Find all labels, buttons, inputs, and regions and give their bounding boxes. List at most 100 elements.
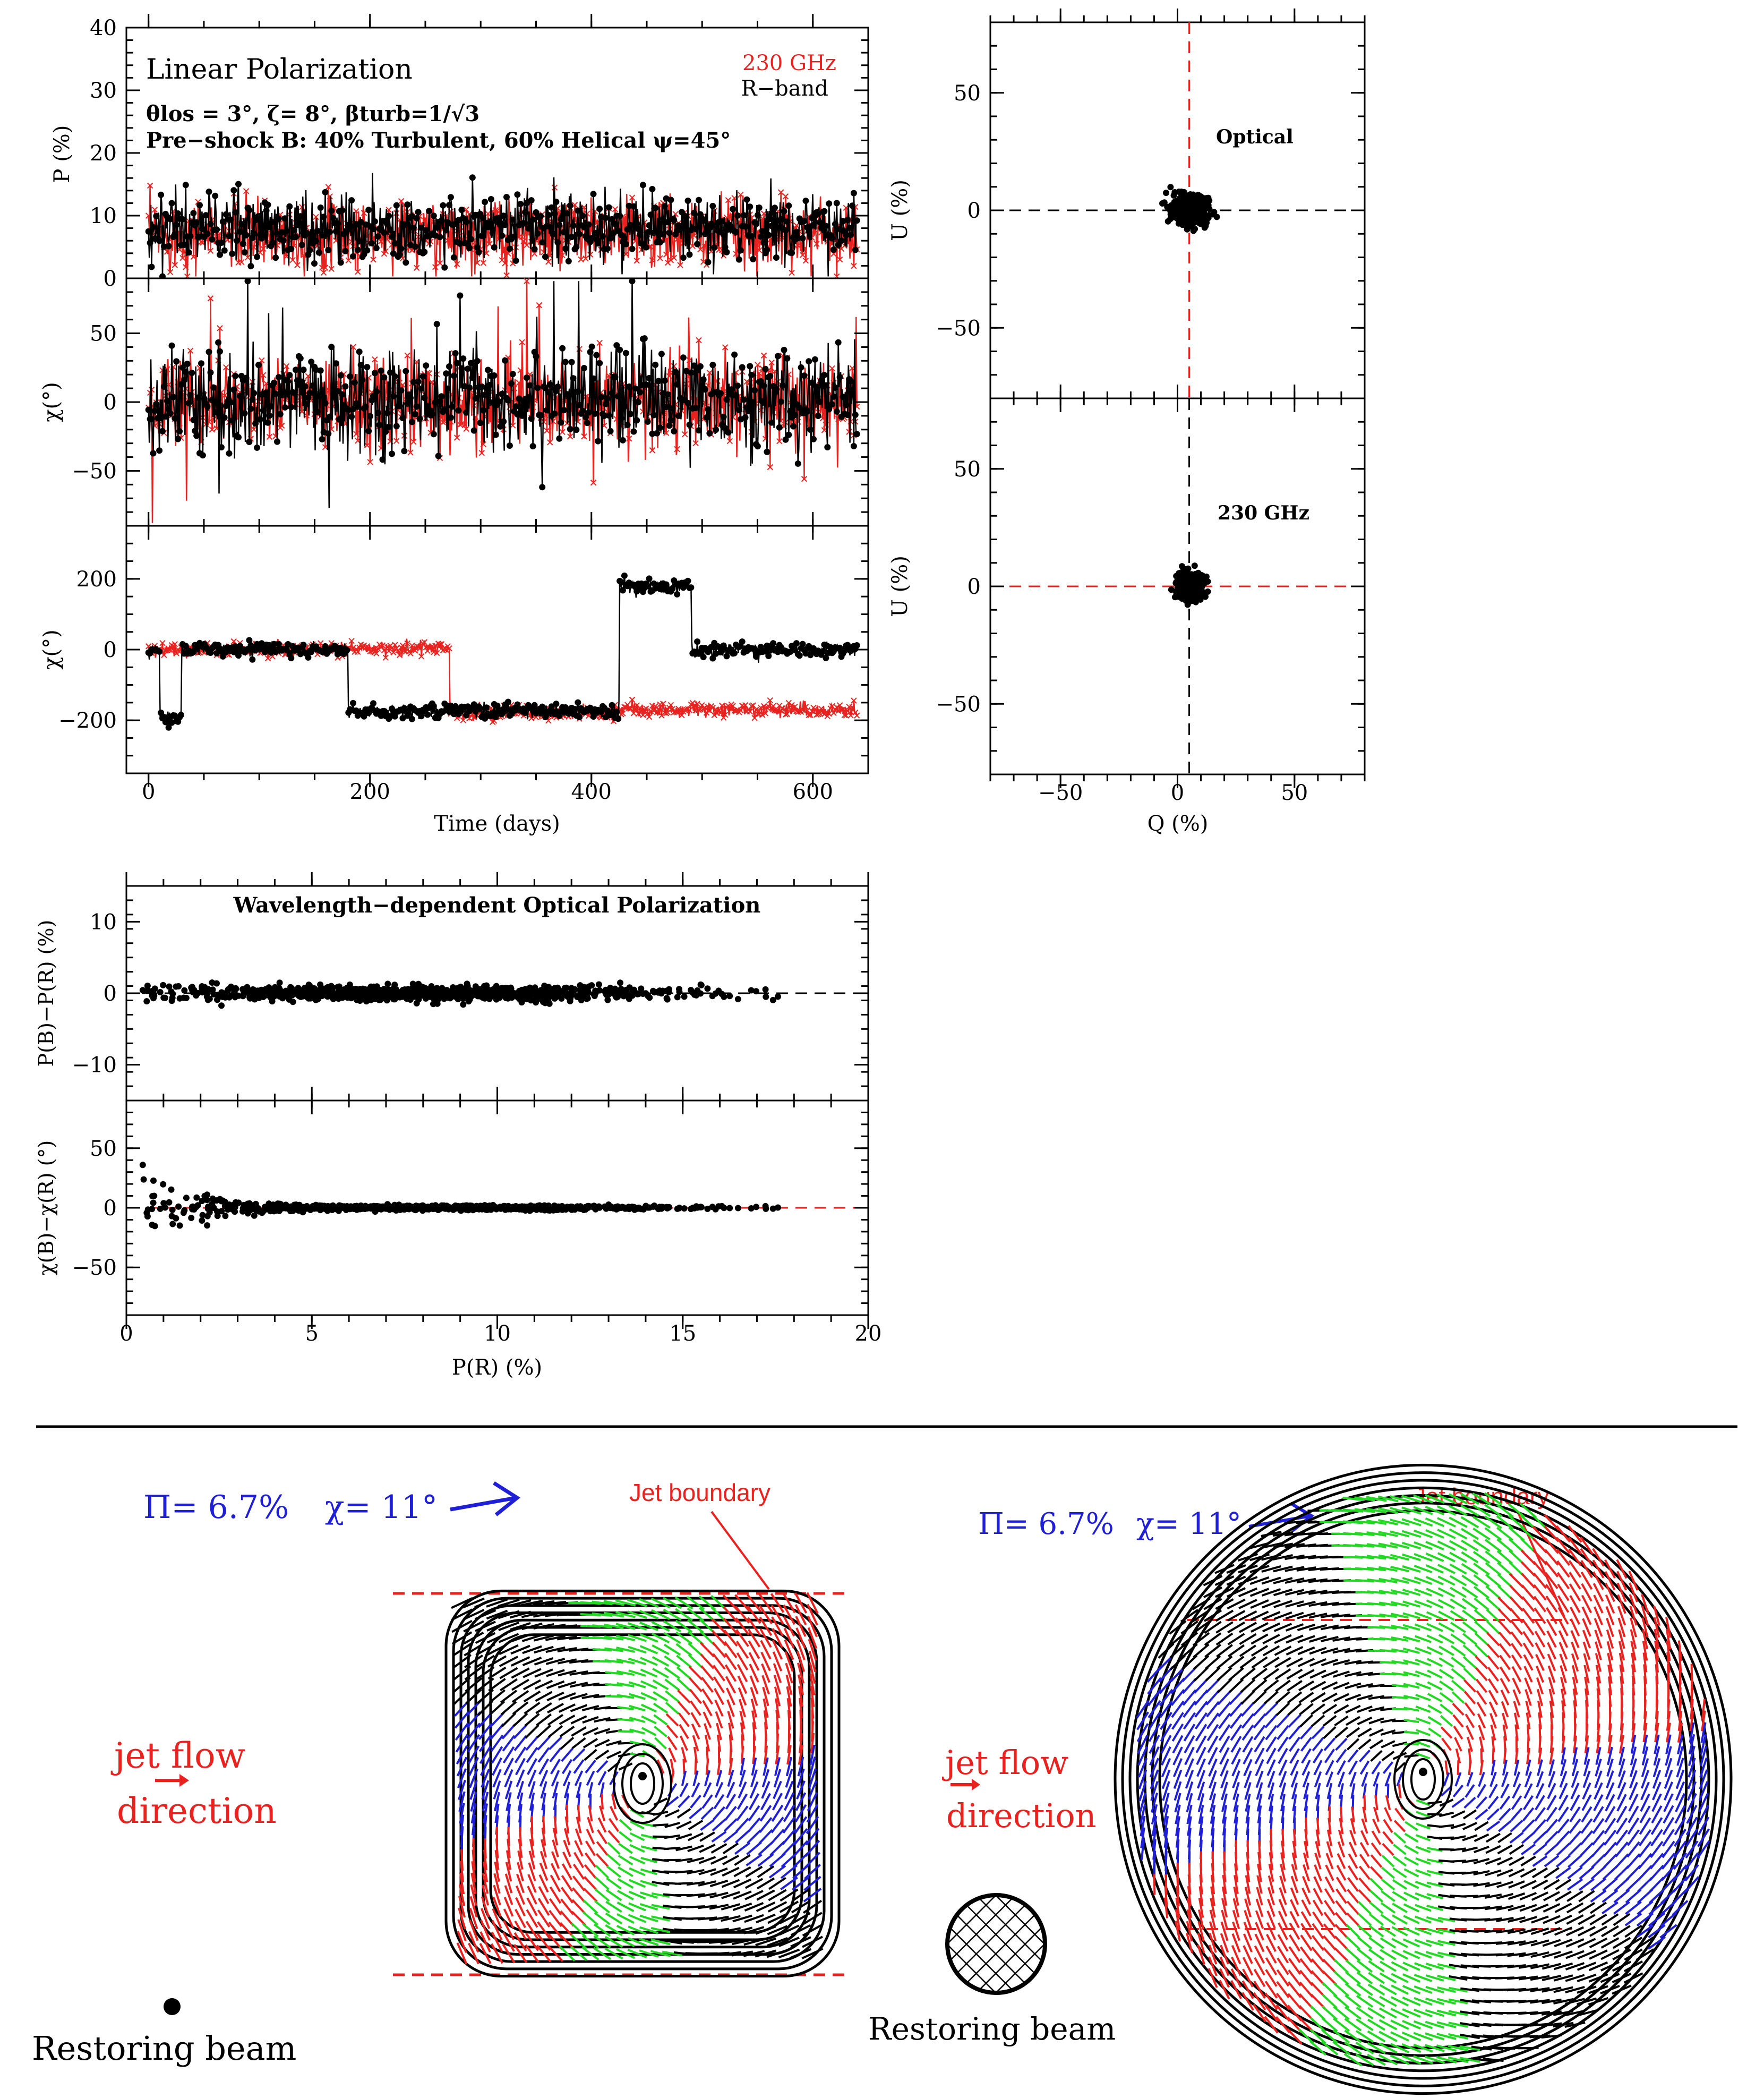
data-point — [700, 376, 707, 383]
data-point — [202, 212, 209, 219]
data-point — [620, 710, 626, 717]
data-point — [463, 206, 469, 213]
data-point — [246, 207, 253, 214]
data-point — [354, 246, 361, 253]
data-point — [247, 263, 254, 270]
data-point — [789, 702, 795, 709]
data-point — [734, 382, 741, 389]
data-point — [772, 204, 778, 211]
data-point — [850, 443, 857, 449]
data-point — [453, 360, 460, 366]
data-point — [706, 370, 713, 376]
data-point — [236, 393, 243, 399]
data-point — [652, 361, 659, 368]
data-point — [485, 210, 491, 217]
y-tick-label: −50 — [936, 692, 981, 717]
data-point — [582, 414, 589, 421]
data-point — [754, 212, 761, 219]
data-point — [474, 244, 481, 251]
data-point — [407, 395, 414, 402]
data-point — [438, 393, 445, 400]
data-point — [153, 212, 160, 219]
data-point — [686, 251, 693, 258]
data-point — [147, 240, 153, 246]
data-point — [585, 409, 592, 416]
data-point — [547, 439, 553, 446]
data-point — [561, 407, 567, 414]
data-point — [576, 231, 583, 237]
x-axis-label: Q (%) — [1148, 812, 1209, 836]
data-point — [356, 348, 363, 355]
data-point — [799, 252, 806, 258]
data-point — [750, 702, 756, 709]
y-axis-label: χ(°) — [39, 629, 64, 669]
data-point — [785, 700, 792, 706]
data-point — [172, 415, 178, 422]
data-point — [686, 421, 693, 428]
data-point — [391, 373, 398, 380]
data-point — [570, 375, 577, 382]
data-point — [844, 412, 851, 419]
data-point — [403, 368, 409, 374]
data-point — [204, 988, 211, 995]
data-point — [469, 374, 476, 381]
data-point — [491, 244, 498, 251]
data-point — [367, 459, 373, 465]
data-point — [596, 987, 603, 994]
data-point — [219, 653, 226, 660]
data-point — [544, 428, 550, 434]
data-point — [160, 982, 167, 988]
data-point — [664, 391, 671, 398]
data-point — [644, 229, 651, 236]
data-point — [398, 245, 405, 252]
data-point — [286, 372, 293, 379]
data-point — [838, 237, 845, 244]
data-point — [1191, 562, 1198, 569]
data-point — [598, 394, 605, 400]
data-point — [393, 423, 400, 430]
y-tick-label: 0 — [967, 575, 981, 599]
data-point — [609, 216, 615, 223]
data-point — [691, 414, 697, 420]
data-point — [815, 413, 821, 419]
data-point — [767, 216, 774, 222]
data-point — [252, 420, 259, 427]
data-point — [486, 381, 493, 388]
x-ticks: −50 0 50 — [1038, 781, 1308, 805]
data-point — [809, 708, 815, 714]
data-point — [1206, 206, 1213, 212]
x-tick-label: −50 — [1038, 781, 1083, 805]
data-point — [615, 715, 622, 722]
data-point — [230, 386, 237, 393]
data-point — [626, 436, 632, 442]
data-point — [674, 709, 680, 715]
data-point — [621, 403, 628, 410]
data-point — [306, 247, 313, 254]
data-point — [266, 224, 273, 231]
data-point — [738, 191, 744, 198]
data-point — [328, 344, 335, 351]
data-point — [373, 245, 380, 251]
data-point — [325, 430, 332, 437]
data-point — [322, 265, 329, 271]
data-point — [382, 428, 389, 435]
data-point — [331, 394, 338, 401]
data-point — [346, 992, 353, 999]
x-tick-label: 600 — [793, 780, 833, 804]
data-point — [500, 249, 507, 255]
data-point — [725, 429, 732, 436]
data-point — [1171, 199, 1178, 206]
data-point — [291, 227, 298, 234]
data-point — [362, 403, 369, 410]
data-point — [667, 257, 674, 263]
data-point — [747, 203, 753, 210]
data-point — [315, 249, 322, 256]
data-point — [567, 202, 573, 209]
data-point — [777, 398, 784, 405]
data-point — [646, 994, 653, 1001]
data-point — [139, 1162, 146, 1169]
data-point — [185, 400, 192, 406]
data-point — [424, 711, 431, 718]
data-point — [768, 223, 775, 229]
